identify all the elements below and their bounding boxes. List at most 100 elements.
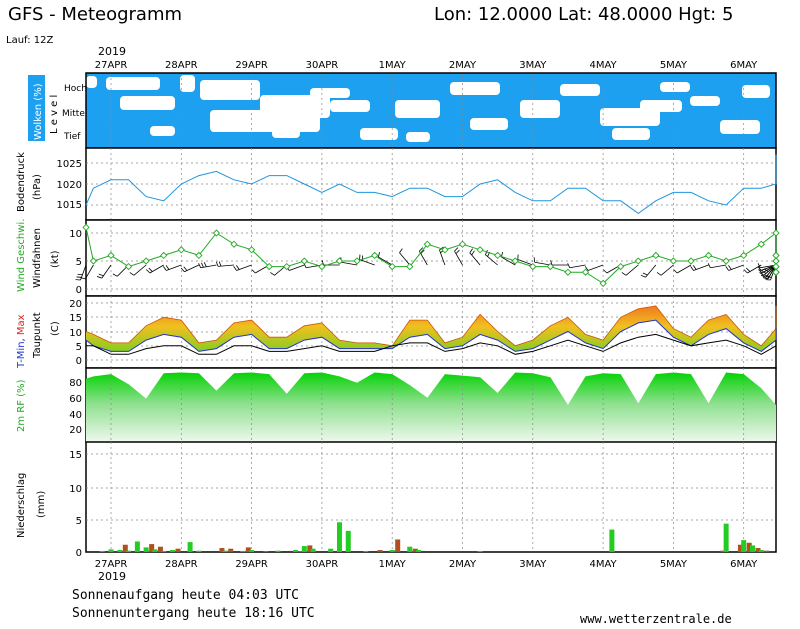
precip-frame	[86, 442, 776, 552]
temp-tick-5: 5	[76, 342, 82, 353]
date-label-3may: 3MAY	[519, 559, 547, 570]
temp-ylabel: T-Min, Max	[16, 314, 27, 369]
date-label-29apr: 29APR	[235, 559, 268, 570]
precip-bar	[390, 550, 395, 552]
precip-bar	[249, 550, 254, 552]
precip-bar-convective	[228, 549, 233, 552]
precip-bar	[144, 547, 149, 552]
precip-bar-convective	[176, 549, 181, 552]
precip-bar	[117, 550, 122, 552]
cloud-gap	[150, 126, 175, 136]
cloud-gap	[86, 76, 97, 88]
precip-tick-0: 0	[76, 548, 82, 559]
cloud-gap	[742, 85, 770, 98]
year-label-bottom: 2019	[98, 570, 126, 583]
wind-speed-ylabel: Wind Geschwi.	[16, 219, 27, 292]
date-label-27apr: 27APR	[95, 60, 128, 71]
date-label-1may: 1MAY	[379, 60, 407, 71]
precip-bar	[275, 551, 280, 552]
precip-bar-convective	[764, 551, 769, 552]
precip-bar	[346, 531, 351, 552]
precip-bar-convective	[395, 539, 400, 552]
level-label: L e v e l	[49, 95, 60, 134]
pressure-panel: Bodendruck (hPa) 1025 1020 1015	[16, 148, 776, 220]
wind-tick-5: 5	[76, 257, 82, 268]
temperature-unit: (C)	[50, 321, 61, 336]
date-label-6may: 6MAY	[730, 60, 758, 71]
wind-panel: Wind Geschwi. Windfahnen (kt) 10 5 0	[16, 219, 779, 296]
cloud-gap	[120, 96, 175, 110]
temp-tick-10: 10	[69, 328, 82, 339]
humidity-ylabel: 2m RF (%)	[16, 379, 27, 432]
precip-bar	[240, 551, 245, 552]
temp-tick-0: 0	[76, 356, 82, 367]
cloud-gap	[395, 100, 440, 118]
cloud-gap	[106, 77, 160, 90]
date-label-1may: 1MAY	[379, 559, 407, 570]
cloud-gap	[180, 75, 195, 92]
date-label-6may: 6MAY	[730, 559, 758, 570]
level-hoch: Hoch	[64, 84, 87, 94]
cloud-gap	[520, 100, 560, 118]
wind-tick-10: 10	[69, 229, 82, 240]
precip-ylabel: Niederschlag	[16, 473, 27, 538]
precip-bar	[337, 522, 342, 552]
date-label-4may: 4MAY	[590, 60, 618, 71]
year-label-top: 2019	[98, 45, 126, 58]
sunrise-text: Sonnenaufgang heute 04:03 UTC	[72, 588, 299, 603]
precip-bar-convective	[263, 551, 268, 552]
date-label-4may: 4MAY	[590, 559, 618, 570]
date-label-2may: 2MAY	[449, 60, 477, 71]
temp-tick-15: 15	[69, 313, 82, 324]
chart-title: GFS - Meteogramm	[8, 4, 182, 25]
pressure-unit: (hPa)	[32, 174, 43, 200]
precip-unit: (mm)	[36, 491, 47, 518]
precip-tick-15: 15	[69, 450, 82, 461]
date-label-30apr: 30APR	[306, 559, 339, 570]
precip-bar	[109, 549, 114, 552]
precip-bar	[196, 551, 201, 552]
sunset-text: Sonnenuntergang heute 18:16 UTC	[72, 606, 315, 621]
cloud-gap	[330, 100, 370, 112]
date-label-30apr: 30APR	[306, 60, 339, 71]
date-label-2may: 2MAY	[449, 559, 477, 570]
cloud-gap	[310, 88, 350, 98]
precip-bar	[311, 549, 316, 552]
cloud-gap	[450, 82, 500, 95]
precip-bar	[302, 546, 307, 552]
cloud-gap	[660, 82, 690, 92]
precip-bar	[478, 551, 483, 552]
precip-bar	[759, 550, 764, 552]
clouds-panel: Wolken (%) L e v e l Hoch Mittel Tief	[28, 73, 776, 148]
precip-bar	[750, 545, 755, 552]
precip-bar	[609, 530, 614, 552]
location-readout: Lon: 12.0000 Lat: 48.0000 Hgt: 5	[434, 4, 733, 25]
wind-frame	[86, 220, 776, 296]
precip-bar-convective	[378, 550, 383, 552]
cloud-gap	[470, 118, 508, 130]
rh-tick-20: 20	[69, 425, 82, 436]
precip-bar	[152, 549, 157, 552]
cloud-gap	[272, 128, 300, 138]
precip-bar	[724, 524, 729, 552]
date-label-5may: 5MAY	[660, 559, 688, 570]
pressure-ylabel: Bodendruck	[16, 152, 27, 212]
date-label-28apr: 28APR	[165, 559, 198, 570]
wind-barbs-ylabel: Windfahnen	[32, 228, 43, 288]
date-label-29apr: 29APR	[235, 60, 268, 71]
clouds-ylabel: Wolken (%)	[33, 83, 44, 140]
cloud-gap	[612, 128, 650, 140]
precip-bar	[223, 551, 228, 552]
rh-tick-40: 40	[69, 410, 82, 421]
precip-bar-convective	[158, 547, 163, 552]
humidity-panel: 2m RF (%) 80 60 40 20	[16, 368, 776, 442]
temp-ylabel-max: Max	[16, 314, 27, 338]
date-label-3may: 3MAY	[519, 60, 547, 71]
rh-tick-80: 80	[69, 378, 82, 389]
date-label-27apr: 27APR	[95, 559, 128, 570]
date-label-5may: 5MAY	[660, 60, 688, 71]
precip-bar	[741, 540, 746, 552]
temperature-panel: T-Min, Max Taupunkt (C) 20 15 10 5 0	[16, 296, 776, 369]
